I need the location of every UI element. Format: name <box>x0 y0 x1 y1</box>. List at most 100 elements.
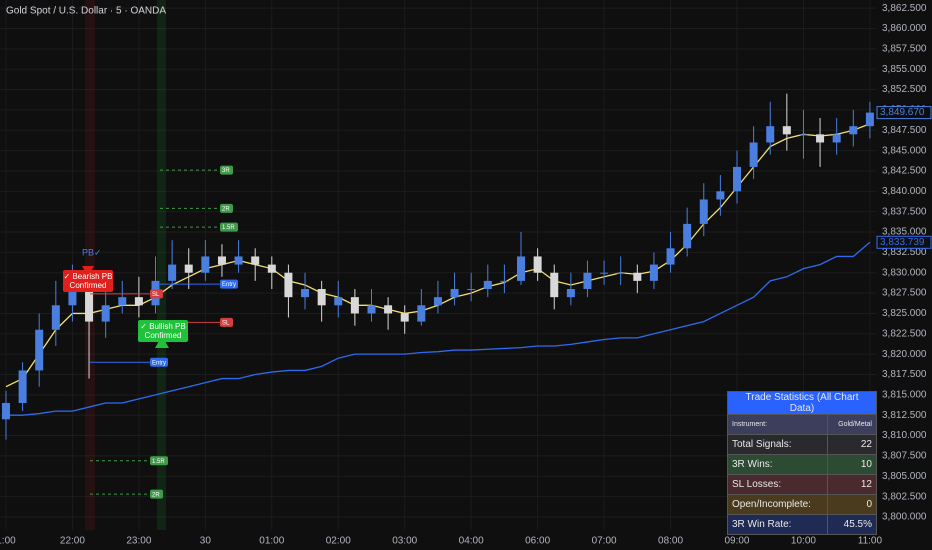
y-tick-label: 3,812.500 <box>882 410 927 421</box>
candle-body <box>683 223 692 249</box>
candle-body <box>550 272 559 298</box>
table-cell: Instrument: <box>726 414 829 435</box>
y-tick-label: 3,852.500 <box>882 84 927 95</box>
level-tag <box>220 279 238 289</box>
candle-body <box>782 126 791 135</box>
pb-label: PB✓ <box>82 247 102 257</box>
y-tick-label: 3,805.000 <box>882 471 927 482</box>
candle-body <box>301 289 310 298</box>
x-tick-label: 30 <box>200 536 212 547</box>
table-row: 3R Win Rate: 45.5% <box>726 514 877 535</box>
x-tick-label: 09:00 <box>724 536 749 547</box>
table-row: 3R Wins: 10 <box>726 454 877 475</box>
table-cell: 45.5% <box>827 514 877 535</box>
x-tick-label: 02:00 <box>326 536 351 547</box>
level-tag <box>150 489 163 499</box>
candle-body <box>849 126 858 135</box>
candle-body <box>533 256 542 273</box>
candle-body <box>749 142 758 167</box>
bullish-highlight <box>157 0 166 530</box>
candle-body <box>699 199 708 224</box>
level-label: SL <box>152 292 160 298</box>
x-tick-label: 23:00 <box>126 536 151 547</box>
price-tag-label: 3,849.670 <box>880 107 925 118</box>
candle-body <box>433 297 442 306</box>
y-tick-label: 3,855.000 <box>882 64 927 75</box>
candle-body <box>367 305 376 314</box>
x-tick-label: 07:00 <box>592 536 617 547</box>
level-tag <box>220 222 238 232</box>
chart-title: Gold Spot / U.S. Dollar · 5 · OANDA <box>6 6 166 17</box>
level-tag <box>150 357 168 367</box>
y-tick-label: 3,802.500 <box>882 491 927 502</box>
candle-body <box>118 297 127 306</box>
candle-body <box>184 264 193 273</box>
x-tick-label: 22:00 <box>60 536 85 547</box>
candle-body <box>566 289 575 298</box>
y-tick-label: 3,810.000 <box>882 430 927 441</box>
candle-body <box>284 272 293 298</box>
y-tick-label: 3,857.500 <box>882 43 927 54</box>
table-cell: Open/Incomplete: <box>726 494 829 515</box>
table-cell: 3R Wins: <box>726 454 829 475</box>
level-tag <box>150 289 163 299</box>
table-row: Open/Incomplete: 0 <box>726 494 877 515</box>
x-tick-label: 06:00 <box>525 536 550 547</box>
level-label: 1.5R <box>152 459 165 465</box>
price-tag-label: 3,833.739 <box>880 237 925 248</box>
candle-body <box>517 256 526 281</box>
table-cell: 22 <box>827 434 877 455</box>
y-tick-label: 3,817.500 <box>882 369 927 380</box>
candle-body <box>865 112 874 127</box>
table-cell: 12 <box>827 474 877 495</box>
candle-body <box>583 272 592 290</box>
level-label: SL <box>222 320 230 326</box>
candle-body <box>101 305 110 322</box>
y-tick-label: 3,822.500 <box>882 328 927 339</box>
candle-body <box>334 297 343 306</box>
candle-body <box>799 134 808 136</box>
candle-body <box>168 264 177 281</box>
table-cell: 0 <box>827 494 877 515</box>
x-tick-label: 11:00 <box>858 536 883 547</box>
candle-body <box>832 134 841 143</box>
candle-body <box>417 305 426 322</box>
table-row: SL Losses: 12 <box>726 474 877 495</box>
table-row: Instrument: Gold/Metal <box>726 414 877 435</box>
y-tick-label: 3,820.000 <box>882 349 927 360</box>
candle-body <box>350 297 359 314</box>
x-tick-label: 08:00 <box>658 536 683 547</box>
y-tick-label: 3,840.000 <box>882 186 927 197</box>
signal-label: ✓ Bearish PB Confirmed <box>63 270 113 292</box>
level-label: 3R <box>222 168 230 174</box>
candle-body <box>633 272 642 281</box>
table-row: Total Signals: 22 <box>726 434 877 455</box>
candle-body <box>267 264 276 273</box>
candle-body <box>716 191 725 200</box>
y-tick-label: 3,842.500 <box>882 166 927 177</box>
y-tick-label: 3,847.500 <box>882 125 927 136</box>
table-cell: 10 <box>827 454 877 475</box>
candle-body <box>251 256 260 265</box>
y-tick-label: 3,830.000 <box>882 267 927 278</box>
level-label: Entry <box>152 360 166 366</box>
candle-body <box>732 166 741 192</box>
candle-body <box>400 313 409 322</box>
price-tag <box>876 106 932 120</box>
level-label: 2R <box>152 492 160 498</box>
y-tick-label: 3,825.000 <box>882 308 927 319</box>
candle-body <box>317 289 326 306</box>
candle-body <box>68 289 77 306</box>
candle-body <box>134 297 143 306</box>
candle-body <box>234 256 243 265</box>
candle-body <box>85 289 94 322</box>
signal-label: ✓ Bullish PB Confirmed <box>138 320 188 342</box>
candle-body <box>1 402 10 420</box>
y-tick-label: 3,827.500 <box>882 288 927 299</box>
y-tick-label: 3,845.000 <box>882 145 927 156</box>
x-tick-label: 03:00 <box>392 536 417 547</box>
indicator-line <box>5 241 871 416</box>
candle-body <box>201 256 210 273</box>
y-tick-label: 3,837.500 <box>882 206 927 217</box>
